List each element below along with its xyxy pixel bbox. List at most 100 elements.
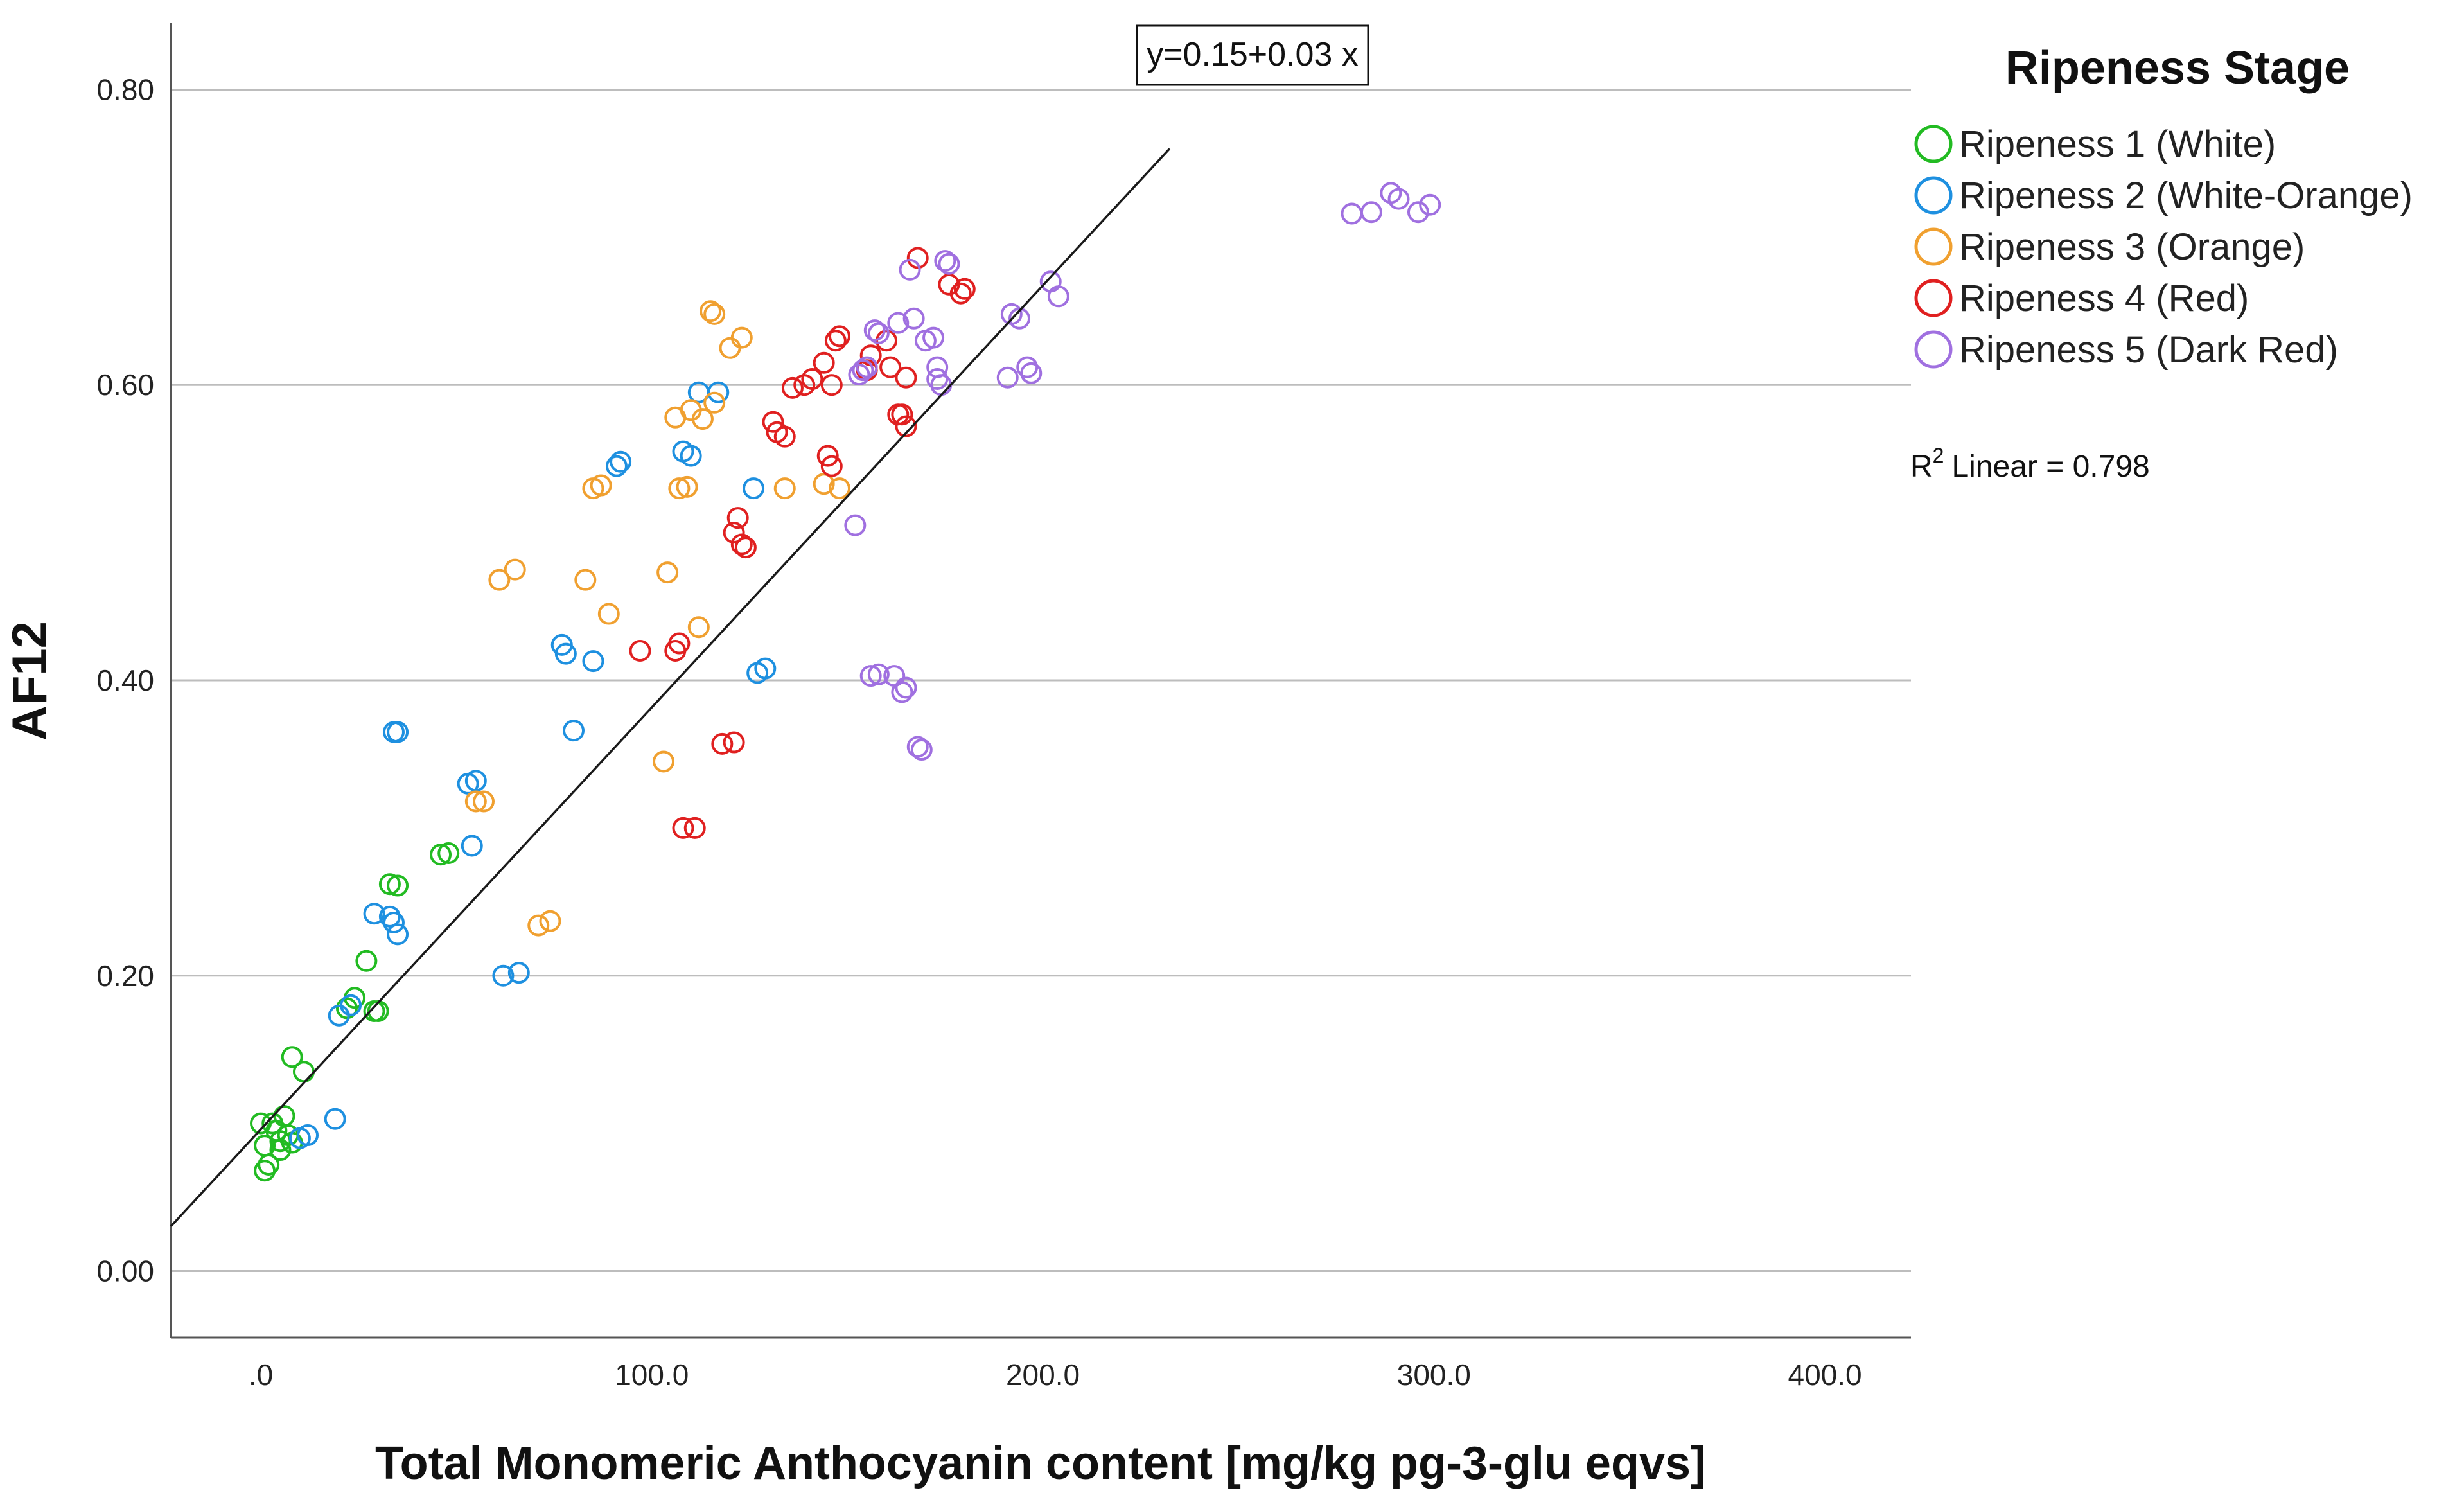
data-point-series-3 (813, 473, 835, 495)
regression-line (170, 148, 1171, 1228)
data-point-series-5 (934, 250, 956, 272)
data-point-series-1 (437, 842, 460, 864)
data-point-series-4 (683, 817, 706, 839)
data-point-series-4 (879, 356, 902, 378)
data-point-series-3 (700, 300, 722, 323)
data-point-series-5 (1008, 307, 1031, 330)
data-point-series-3 (691, 408, 714, 430)
data-point-series-5 (1047, 285, 1069, 308)
data-point-series-3 (464, 790, 487, 813)
legend-marker (1914, 330, 1953, 369)
data-point-series-4 (762, 411, 784, 433)
legend-label: Ripeness 4 (Red) (1959, 278, 2249, 319)
legend-marker (1914, 176, 1953, 215)
data-point-series-1 (378, 873, 401, 896)
data-point-series-2 (340, 994, 362, 1016)
data-point-series-3 (539, 910, 561, 932)
data-point-series-4 (734, 536, 757, 559)
data-point-series-5 (863, 319, 886, 342)
data-point-series-3 (676, 475, 698, 498)
data-point-series-2 (387, 721, 409, 743)
data-point-series-5 (867, 322, 890, 344)
data-point-series-5 (899, 258, 921, 281)
data-point-series-5 (922, 326, 945, 349)
data-point-series-2 (464, 770, 487, 792)
data-point-series-1 (269, 1139, 292, 1162)
data-point-series-5 (906, 736, 929, 758)
data-point-series-3 (653, 750, 675, 773)
data-point-series-4 (773, 425, 796, 448)
data-point-series-2 (680, 445, 702, 467)
data-point-series-3 (703, 303, 726, 325)
legend-label: Ripeness 2 (White-Orange) (1959, 175, 2413, 216)
data-point-series-5 (938, 252, 960, 275)
gridlines (171, 88, 1911, 1273)
data-point-series-5 (852, 359, 874, 382)
equation-label: y=0.15+0.03 x (1147, 36, 1359, 73)
data-point-series-5 (1387, 188, 1410, 210)
data-point-series-1 (335, 997, 358, 1020)
y-tick-label: 0.60 (96, 368, 154, 402)
data-point-series-4 (820, 374, 843, 396)
data-point-series-4 (668, 632, 691, 655)
data-point-series-2 (554, 642, 577, 665)
y-tick-labels: 0.00 0.20 0.40 0.60 0.80 (96, 73, 154, 1287)
x-tick-label: 100.0 (615, 1358, 689, 1392)
data-point-series-4 (820, 455, 843, 477)
data-point-series-2 (610, 450, 632, 473)
data-point-series-2 (378, 905, 401, 928)
data-point-series-3 (597, 603, 620, 625)
data-point-series-4 (711, 732, 734, 755)
data-point-series-5 (891, 681, 913, 703)
legend-title: Ripeness Stage (2005, 42, 2350, 94)
data-point-series-5 (887, 312, 910, 334)
data-point-series-5 (895, 676, 917, 699)
data-point-series-3 (488, 569, 511, 591)
legend-label: Ripeness 3 (Orange) (1959, 226, 2305, 268)
data-point-series-2 (563, 720, 585, 742)
data-point-series-4 (891, 403, 913, 426)
legend-marker (1914, 125, 1953, 163)
equation-box: y=0.15+0.03 x (1136, 24, 1369, 86)
data-point-series-4 (895, 366, 917, 389)
x-tick-label: 200.0 (1006, 1358, 1080, 1392)
data-point-series-1 (281, 1046, 303, 1068)
data-point-series-4 (672, 817, 694, 839)
data-point-series-5 (867, 663, 890, 685)
legend-label: Ripeness 5 (Dark Red) (1959, 329, 2338, 371)
data-point-series-3 (656, 561, 679, 584)
r2-value: Linear = 0.798 (1951, 450, 2149, 484)
data-point-series-2 (363, 903, 385, 925)
data-point-series-2 (707, 381, 730, 403)
y-tick-label: 0.40 (96, 664, 154, 697)
data-point-series-1 (254, 1160, 276, 1182)
data-point-series-3 (504, 558, 526, 581)
data-point-series-4 (723, 731, 745, 754)
legend: Ripeness Stage Ripeness 1 (White) Ripenes… (1914, 42, 2413, 371)
data-point-series-1 (355, 950, 378, 972)
data-point-series-5 (848, 364, 870, 386)
data-point-series-2 (324, 1108, 346, 1130)
data-point-series-2 (582, 650, 604, 673)
data-point-series-4 (726, 507, 749, 529)
data-point-series-4 (906, 247, 929, 269)
x-tick-label: 400.0 (1788, 1358, 1862, 1392)
data-point-series-3 (527, 914, 550, 937)
data-point-series-3 (703, 391, 726, 414)
data-point-series-1 (258, 1154, 280, 1176)
x-tick-label: .0 (249, 1358, 273, 1392)
data-point-series-5 (859, 665, 882, 687)
data-point-series-4 (781, 376, 804, 399)
data-point-series-5 (844, 514, 867, 536)
data-point-series-5 (856, 356, 878, 378)
data-point-series-3 (730, 326, 753, 349)
x-tick-label: 300.0 (1397, 1358, 1471, 1392)
data-point-series-5 (1020, 362, 1043, 384)
data-point-series-4 (816, 445, 839, 467)
legend-marker (1914, 227, 1953, 266)
data-point-series-3 (590, 474, 612, 497)
data-point-series-2 (461, 835, 483, 857)
legend-marker (1914, 279, 1953, 317)
x-tick-labels: .0 100.0 200.0 300.0 400.0 (249, 1358, 1862, 1392)
